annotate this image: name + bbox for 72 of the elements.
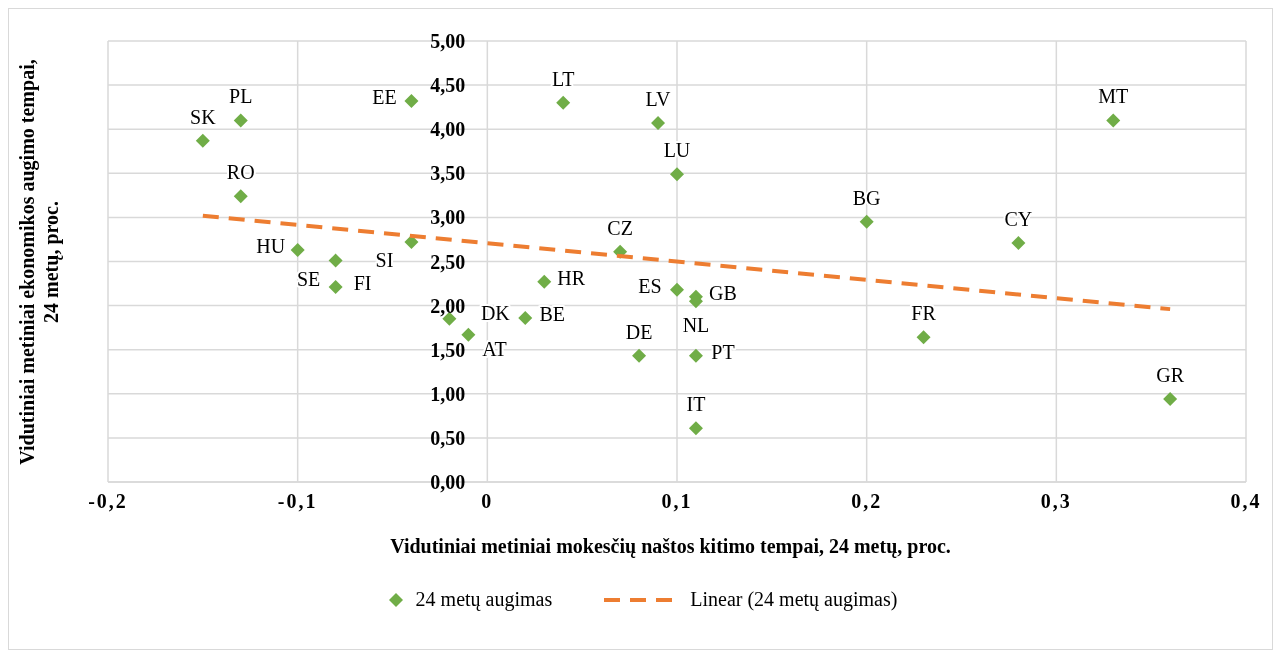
y-tick-label: 2,00 xyxy=(430,294,466,317)
annotation: CY xyxy=(1004,207,1033,230)
annotation: DE xyxy=(625,320,653,343)
point xyxy=(195,133,210,148)
x-tick-label: 0,4 xyxy=(1230,490,1262,512)
y-axis-title: Vidutiniai metiniai ekonomikos augimo tempai, 24 metų, proc. xyxy=(15,58,63,465)
annotation: AT xyxy=(482,337,507,360)
point xyxy=(290,243,305,258)
annotation: IT xyxy=(686,393,706,416)
point xyxy=(537,274,552,289)
point xyxy=(651,116,666,131)
y-tick-label: 3,50 xyxy=(430,162,466,185)
annotation: FR xyxy=(911,302,937,325)
point xyxy=(461,327,476,342)
y-tick-label: 4,50 xyxy=(430,74,466,97)
point xyxy=(670,167,684,182)
point xyxy=(233,113,248,128)
x-tick-label: -0,1 xyxy=(277,490,318,512)
x-tick-label: 0,1 xyxy=(661,490,693,512)
point xyxy=(670,282,684,297)
legend-label: 24 metų augimas xyxy=(415,588,553,611)
annotation: ES xyxy=(638,274,662,297)
annotation: GB xyxy=(709,281,737,304)
annotation: SI xyxy=(375,249,394,272)
point xyxy=(688,348,703,363)
x-tick-label: -0,2 xyxy=(88,490,128,512)
annotation: MT xyxy=(1098,85,1129,108)
point xyxy=(404,235,419,250)
point xyxy=(328,280,343,295)
legend-label: Linear (24 metų augimas) xyxy=(690,588,898,611)
annotation: RO xyxy=(226,161,255,184)
point xyxy=(404,93,419,108)
point xyxy=(1106,113,1121,128)
y-tick-label: 0,50 xyxy=(430,426,466,449)
annotation: BG xyxy=(852,186,881,209)
annotation: GR xyxy=(1156,364,1185,387)
y-tick-label: 1,00 xyxy=(430,382,466,405)
annotation: CZ xyxy=(607,216,633,239)
annotation: HR xyxy=(557,266,586,289)
point xyxy=(859,214,874,229)
point xyxy=(556,95,571,110)
annotation: NL xyxy=(682,314,710,337)
annotation: PT xyxy=(711,340,735,363)
x-tick-label: 0,2 xyxy=(851,490,883,512)
x-axis-title: Vidutiniai metiniai mokesčių naštos kitimo tempai, 24 metų, proc. xyxy=(389,535,952,558)
y-tick-label: 1,50 xyxy=(430,338,466,361)
x-tick-label: 0 xyxy=(481,490,494,512)
annotation: PL xyxy=(229,85,253,108)
y-tick-label: 4,00 xyxy=(430,118,466,141)
annotation: EE xyxy=(372,85,397,108)
point xyxy=(1163,392,1178,407)
annotation: DK xyxy=(480,301,511,324)
annotation: HU xyxy=(256,235,286,258)
annotation: FI xyxy=(353,272,372,295)
point xyxy=(233,189,248,204)
annotation: LT xyxy=(551,67,575,90)
point xyxy=(1011,235,1026,250)
point xyxy=(688,421,703,436)
annotation: SE xyxy=(296,267,321,290)
y-tick-label: 5,00 xyxy=(430,30,466,52)
y-tick-label: 2,50 xyxy=(430,250,466,273)
point xyxy=(328,253,343,268)
y-tick-label: 0,00 xyxy=(430,471,466,493)
annotation: LV xyxy=(645,88,671,111)
point xyxy=(518,310,533,325)
point xyxy=(632,348,647,363)
point xyxy=(916,330,931,345)
annotation: LU xyxy=(663,139,691,162)
annotation: SK xyxy=(190,105,217,128)
y-tick-label: 3,00 xyxy=(430,206,466,229)
x-tick-label: 0,3 xyxy=(1040,490,1072,512)
annotation: BE xyxy=(539,302,566,325)
